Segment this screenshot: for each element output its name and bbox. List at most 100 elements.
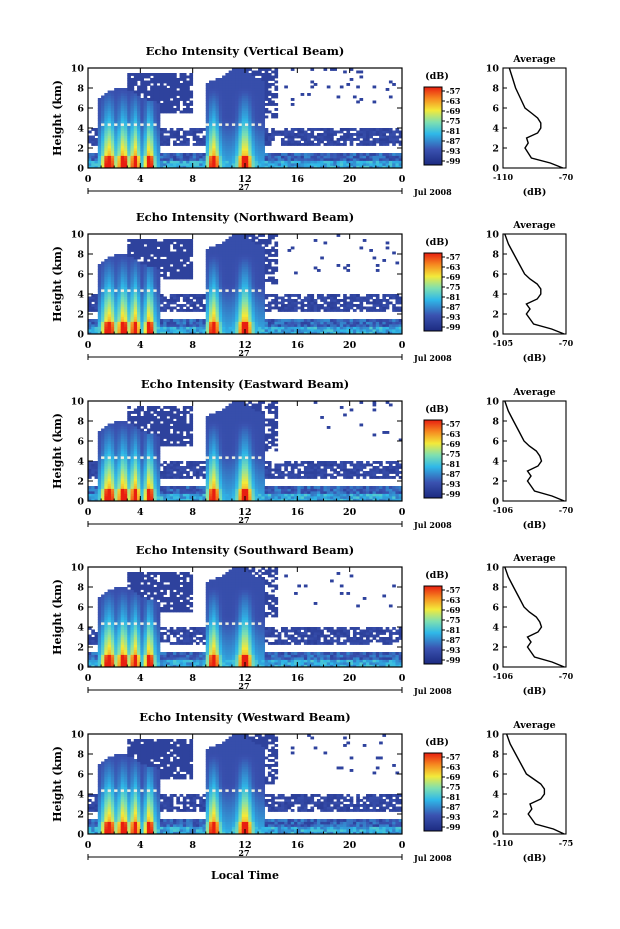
heatmap-cell <box>254 105 259 109</box>
heatmap-cell <box>146 319 151 322</box>
heatmap-cell <box>101 165 105 169</box>
heatmap-cell <box>362 160 367 164</box>
heatmap-cell <box>261 135 266 139</box>
heatmap-cell <box>159 98 164 101</box>
heatmap-cell <box>271 271 275 275</box>
heatmap-cell <box>153 88 158 91</box>
heatmap-cell <box>346 306 351 310</box>
heatmap-cell <box>107 100 112 104</box>
heatmap-cell <box>130 115 135 119</box>
heatmap-cell <box>127 150 131 154</box>
heatmap-cell <box>248 98 252 101</box>
heatmap-cell <box>264 309 269 312</box>
heatmap-cell <box>137 133 141 136</box>
heatmap-cell <box>333 301 337 305</box>
heatmap-cell <box>133 155 138 159</box>
heatmap-cell <box>176 261 180 265</box>
heatmap-cell <box>274 108 279 111</box>
heatmap-cell <box>241 165 246 169</box>
heatmap-cell <box>245 158 249 161</box>
heatmap-cell <box>153 284 158 287</box>
heatmap-cell <box>385 88 390 91</box>
heatmap-cell <box>137 75 141 79</box>
heatmap-cell <box>212 158 216 161</box>
heatmap-cell <box>114 311 118 315</box>
heatmap-cell <box>137 128 141 131</box>
heatmap-cell <box>222 284 226 287</box>
heatmap-cell <box>91 143 95 146</box>
heatmap-cell <box>88 468 92 472</box>
heatmap-cell <box>140 148 144 151</box>
heatmap-cell <box>245 329 249 332</box>
heatmap-cell <box>97 471 102 474</box>
heatmap-cell <box>231 279 236 282</box>
heatmap-cell <box>88 476 92 479</box>
heatmap-cell <box>320 324 324 327</box>
heatmap-cell <box>258 135 262 139</box>
heatmap-cell <box>169 75 174 79</box>
y-tick-label: 10 <box>71 64 85 75</box>
heatmap-cell <box>114 463 118 467</box>
heatmap-cell <box>166 143 171 146</box>
heatmap-cell <box>114 276 118 280</box>
heatmap-cell <box>117 269 122 272</box>
heatmap-cell <box>156 251 161 255</box>
heatmap-cell <box>123 458 128 462</box>
heatmap-cell <box>127 138 131 141</box>
heatmap-cell <box>320 329 324 332</box>
heatmap-cell <box>104 145 109 149</box>
heatmap-cell <box>176 165 180 169</box>
heatmap-cell <box>140 311 144 315</box>
heatmap-cell <box>231 291 236 295</box>
heatmap-cell <box>127 299 131 302</box>
heatmap-cell <box>156 155 161 159</box>
heatmap-cell <box>127 483 131 487</box>
heatmap-cell <box>150 133 154 136</box>
heatmap-cell <box>97 438 102 442</box>
heatmap-cell <box>146 158 151 161</box>
panel-2: Echo Intensity (Northward Beam)0246810He… <box>51 210 574 364</box>
heatmap-cell <box>114 421 118 424</box>
heatmap-cell <box>323 138 328 141</box>
heatmap-cell <box>153 306 158 310</box>
heatmap-cell <box>218 284 223 287</box>
heatmap-cell <box>186 103 190 106</box>
heatmap-cell <box>153 108 158 111</box>
heatmap-cell <box>215 249 220 252</box>
heatmap-cell <box>114 498 118 502</box>
heatmap-cell <box>225 135 230 139</box>
heatmap-cell <box>104 271 109 275</box>
heatmap-cell <box>228 128 233 131</box>
heatmap-cell <box>107 488 112 492</box>
heatmap-cell <box>382 294 387 297</box>
heatmap-cell <box>258 115 262 119</box>
heatmap-cell <box>176 296 180 300</box>
heatmap-cell <box>245 160 249 164</box>
heatmap-cell <box>179 294 184 297</box>
heatmap-cell <box>176 321 180 325</box>
heatmap-cell <box>235 163 239 166</box>
heatmap-cell <box>258 266 262 270</box>
heatmap-cell <box>245 276 249 280</box>
heatmap-cell <box>215 128 220 131</box>
heatmap-cell <box>123 306 128 310</box>
heatmap-cell <box>107 93 112 96</box>
heatmap-cell <box>248 291 252 295</box>
heatmap-cell <box>97 281 102 285</box>
heatmap-cell <box>238 115 243 119</box>
heatmap-cell <box>215 110 220 114</box>
heatmap-cell <box>215 271 220 275</box>
heatmap-cell <box>186 165 190 169</box>
heatmap-cell <box>166 105 171 109</box>
heatmap-cell <box>245 145 249 149</box>
heatmap-cell <box>333 68 337 71</box>
heatmap-cell <box>248 239 252 242</box>
x-tick-label: 0 <box>399 174 406 185</box>
heatmap-cell <box>127 78 131 81</box>
heatmap-cell <box>110 135 115 139</box>
heatmap-cell <box>88 461 92 464</box>
avg-y-tick-label: 0 <box>492 164 499 175</box>
heatmap-cell <box>215 251 220 255</box>
heatmap-cell <box>366 130 370 134</box>
heatmap-cell <box>212 254 216 257</box>
